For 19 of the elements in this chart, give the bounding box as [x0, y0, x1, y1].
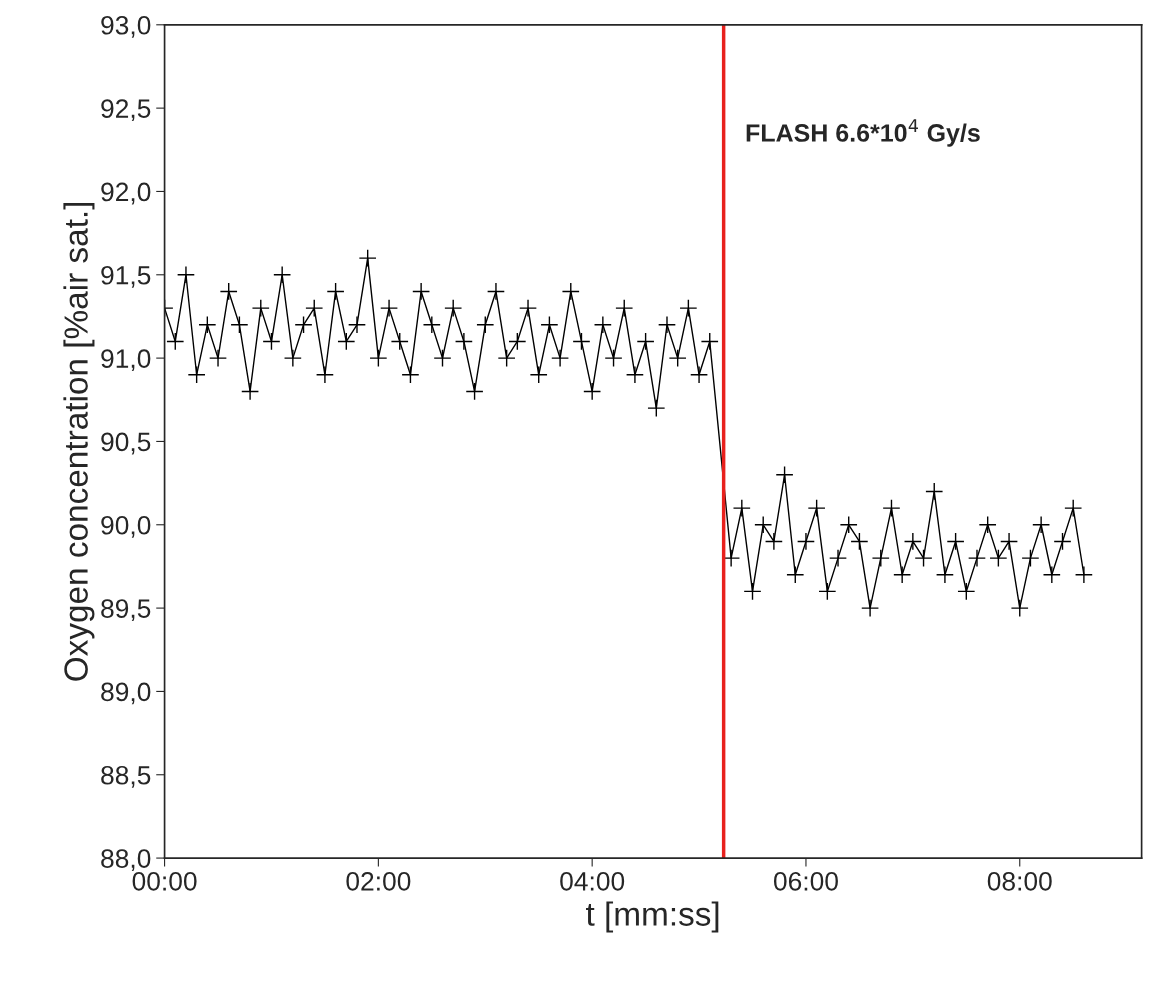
- x-tick-label: 00:00: [132, 871, 197, 891]
- ref-line-label: FLASH 6.6*10$^{4}$ Gy/s: [746, 119, 980, 147]
- y-tick-label: 92,5: [101, 99, 151, 122]
- y-tick-label: 88,0: [101, 849, 151, 872]
- x-tick-label: 04:00: [560, 871, 625, 891]
- x-axis-title: t [mm:ss]: [586, 901, 719, 933]
- y-tick-label: 90,5: [101, 432, 151, 455]
- y-tick-label: 93,0: [101, 15, 151, 38]
- y-tick-label: 90,0: [101, 515, 151, 538]
- x-tick-label: 06:00: [773, 871, 838, 891]
- y-tick-label: 89,0: [101, 682, 151, 705]
- x-tick-label: 08:00: [987, 871, 1052, 891]
- y-tick-label: 91,0: [101, 349, 151, 372]
- y-tick-label: 89,5: [101, 599, 151, 622]
- y-tick-label: 91,5: [101, 265, 151, 288]
- y-tick-label: 92,0: [101, 182, 151, 205]
- y-tick-label: 88,5: [101, 765, 151, 788]
- x-tick-label: 02:00: [346, 871, 411, 891]
- y-axis-title: Oxygen concentration [%air sat.]: [63, 202, 95, 681]
